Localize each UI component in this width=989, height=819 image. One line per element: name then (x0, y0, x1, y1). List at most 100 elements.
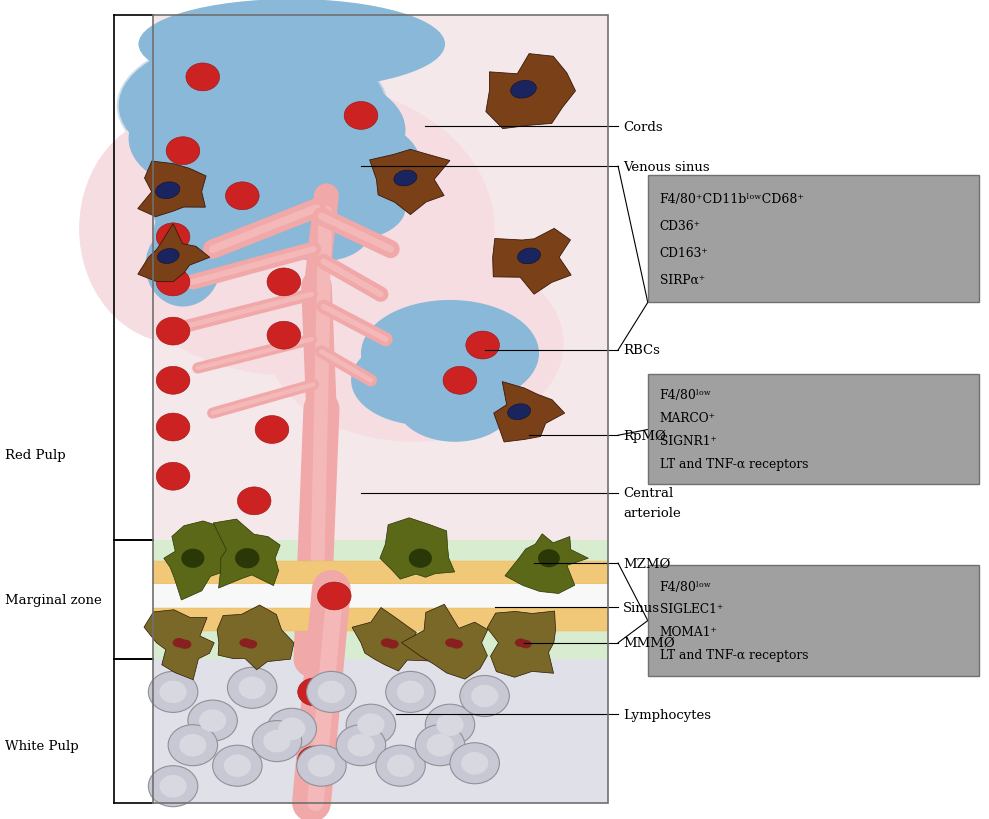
Circle shape (156, 269, 190, 296)
Circle shape (450, 743, 499, 784)
Ellipse shape (79, 115, 277, 344)
Ellipse shape (235, 549, 259, 568)
Circle shape (267, 269, 301, 296)
Polygon shape (402, 604, 488, 679)
Circle shape (159, 775, 187, 798)
Polygon shape (493, 229, 572, 295)
Circle shape (308, 754, 335, 777)
Text: CD163⁺: CD163⁺ (660, 247, 708, 260)
Text: Marginal zone: Marginal zone (5, 593, 102, 606)
Circle shape (461, 752, 489, 775)
Ellipse shape (168, 143, 316, 233)
Circle shape (227, 667, 277, 708)
Circle shape (199, 709, 226, 732)
Ellipse shape (287, 176, 405, 242)
Text: MOMA1⁺: MOMA1⁺ (660, 625, 718, 638)
Ellipse shape (451, 640, 463, 649)
Circle shape (213, 745, 262, 786)
Bar (153, 16, 608, 541)
Circle shape (255, 416, 289, 444)
Polygon shape (370, 150, 450, 215)
Text: SIGLEC1⁺: SIGLEC1⁺ (660, 603, 723, 616)
Text: F4/80⁺CD11bˡᵒʷCD68⁺: F4/80⁺CD11bˡᵒʷCD68⁺ (660, 192, 805, 206)
Circle shape (148, 766, 198, 807)
Polygon shape (137, 162, 206, 217)
Bar (153, 561, 608, 584)
Circle shape (436, 713, 464, 736)
Text: F4/80ˡᵒʷ: F4/80ˡᵒʷ (660, 580, 712, 593)
Circle shape (344, 102, 378, 130)
Polygon shape (164, 521, 232, 600)
Circle shape (263, 730, 291, 753)
Bar (153, 659, 608, 803)
Ellipse shape (538, 550, 560, 568)
Text: Cords: Cords (623, 120, 663, 133)
Ellipse shape (507, 405, 531, 420)
Circle shape (267, 322, 301, 350)
Text: Venous sinus: Venous sinus (623, 161, 710, 174)
FancyBboxPatch shape (648, 374, 979, 485)
Circle shape (166, 138, 200, 165)
Circle shape (252, 721, 302, 762)
Polygon shape (137, 224, 210, 283)
Ellipse shape (181, 549, 205, 568)
Polygon shape (488, 611, 556, 677)
Text: CD36⁺: CD36⁺ (660, 219, 700, 233)
Text: RpMØ: RpMØ (623, 429, 666, 442)
Ellipse shape (359, 299, 541, 409)
Text: SIGNR1⁺: SIGNR1⁺ (660, 434, 717, 447)
Ellipse shape (242, 115, 420, 213)
Ellipse shape (510, 81, 536, 99)
Ellipse shape (239, 639, 252, 647)
Circle shape (159, 681, 187, 704)
Text: arteriole: arteriole (623, 506, 680, 519)
Polygon shape (144, 610, 215, 680)
Ellipse shape (117, 35, 388, 178)
Text: F4/80ˡᵒʷ: F4/80ˡᵒʷ (660, 389, 712, 402)
Ellipse shape (245, 640, 257, 649)
Circle shape (357, 713, 385, 736)
Ellipse shape (394, 171, 417, 187)
Ellipse shape (515, 639, 527, 647)
Ellipse shape (155, 183, 180, 199)
Circle shape (415, 725, 465, 766)
Circle shape (347, 734, 375, 757)
Circle shape (156, 414, 190, 441)
Ellipse shape (178, 70, 405, 192)
Ellipse shape (129, 86, 297, 192)
Circle shape (156, 367, 190, 395)
Circle shape (386, 672, 435, 713)
Ellipse shape (396, 364, 514, 442)
Circle shape (278, 717, 306, 740)
Ellipse shape (361, 301, 539, 407)
Circle shape (426, 734, 454, 757)
Circle shape (466, 332, 499, 360)
Circle shape (237, 487, 271, 515)
Ellipse shape (119, 37, 386, 176)
Ellipse shape (445, 639, 458, 647)
Text: Red Pulp: Red Pulp (5, 448, 65, 461)
Ellipse shape (183, 201, 292, 266)
Text: Lymphocytes: Lymphocytes (623, 708, 711, 721)
Ellipse shape (153, 188, 242, 287)
Circle shape (224, 754, 251, 777)
Circle shape (307, 672, 356, 713)
Ellipse shape (272, 200, 371, 262)
Circle shape (317, 582, 351, 610)
Ellipse shape (520, 640, 532, 649)
Circle shape (346, 704, 396, 745)
Circle shape (168, 725, 218, 766)
Polygon shape (352, 608, 437, 672)
Circle shape (156, 224, 190, 251)
FancyBboxPatch shape (648, 176, 979, 303)
Ellipse shape (237, 147, 366, 229)
Bar (153, 584, 608, 609)
Ellipse shape (351, 336, 499, 426)
Circle shape (179, 734, 207, 757)
Ellipse shape (99, 82, 494, 377)
Ellipse shape (408, 549, 432, 568)
Ellipse shape (173, 638, 186, 648)
Circle shape (148, 672, 198, 713)
Ellipse shape (153, 176, 282, 250)
Text: SIRPα⁺: SIRPα⁺ (660, 274, 705, 287)
